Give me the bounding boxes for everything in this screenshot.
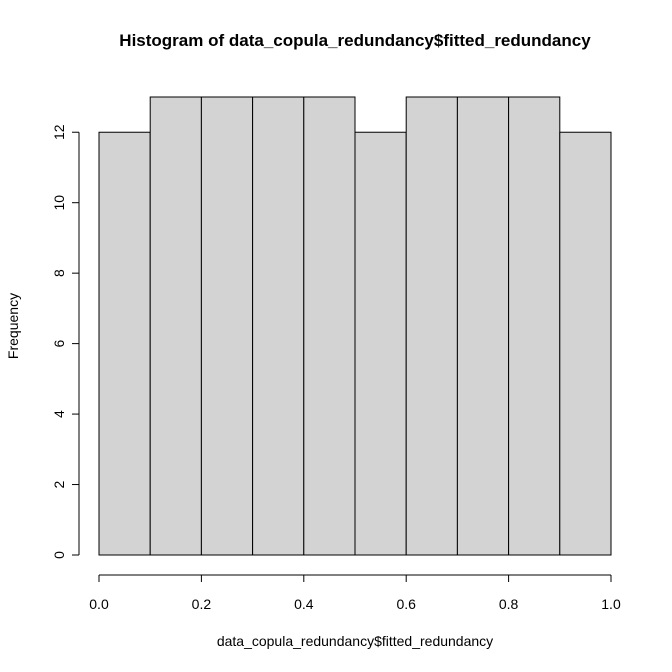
histogram-bar-3 — [252, 96, 305, 556]
x-tick-label-4: 0.8 — [499, 596, 519, 612]
y-tick-label-6: 12 — [51, 124, 67, 140]
y-axis: 0 2 4 6 8 10 12 — [51, 124, 80, 559]
histogram-bar-5 — [354, 131, 407, 556]
y-tick-label-0: 0 — [51, 551, 67, 559]
histogram-bar-2 — [200, 96, 254, 556]
histogram-bar-4 — [303, 96, 356, 556]
y-tick-label-3: 6 — [51, 340, 67, 348]
histogram-bar-0 — [98, 131, 151, 556]
x-tick-label-2: 0.4 — [294, 596, 314, 612]
x-axis: 0.0 0.2 0.4 0.6 0.8 1.0 — [89, 574, 621, 612]
y-tick-label-4: 8 — [51, 269, 67, 277]
x-tick-label-5: 1.0 — [601, 596, 621, 612]
histogram-bar-8 — [508, 96, 561, 556]
histogram-bar-9 — [559, 131, 612, 556]
chart-title: Histogram of data_copula_redundancy$fitt… — [119, 31, 591, 50]
y-tick-label-2: 4 — [51, 410, 67, 418]
x-axis-label: data_copula_redundancy$fitted_redundancy — [217, 633, 493, 649]
y-axis-label: Frequency — [5, 293, 21, 359]
y-tick-label-5: 10 — [51, 195, 67, 211]
histogram-bar-1 — [149, 96, 202, 556]
histogram-bar-7 — [456, 96, 510, 556]
x-tick-label-0: 0.0 — [89, 596, 109, 612]
x-tick-label-1: 0.2 — [192, 596, 212, 612]
bars-group — [98, 96, 612, 556]
x-tick-label-3: 0.6 — [396, 596, 416, 612]
y-tick-label-1: 2 — [51, 480, 67, 488]
histogram-bar-6 — [405, 96, 458, 556]
